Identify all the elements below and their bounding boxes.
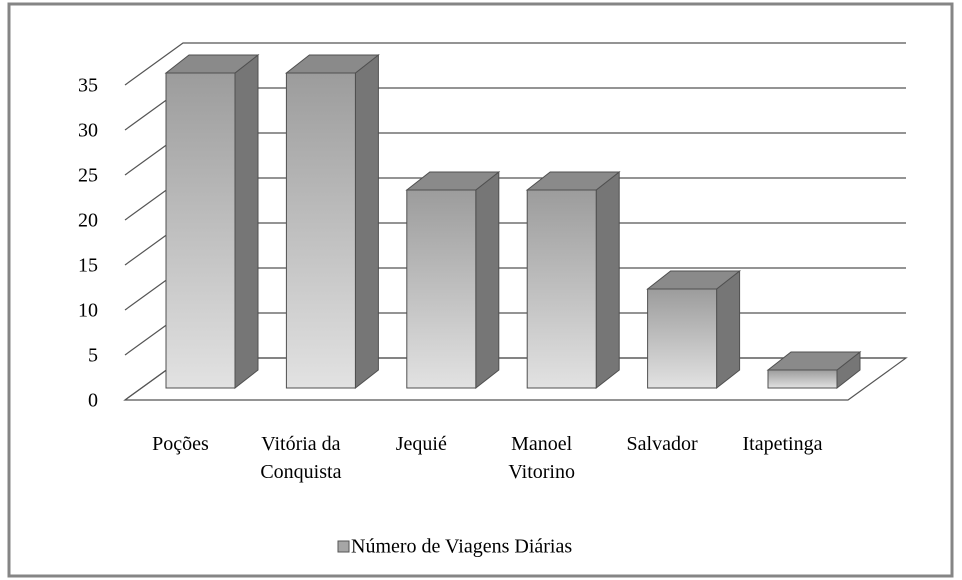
bar-side <box>354 53 379 390</box>
legend-label: Número de Viagens Diárias <box>351 536 572 558</box>
y-tick-label: 20 <box>78 210 98 232</box>
bar <box>526 189 597 389</box>
bar <box>647 288 718 389</box>
bar <box>767 369 838 389</box>
bar <box>285 72 356 389</box>
x-tick-label: Vitória da Conquista <box>260 433 342 483</box>
grid-line <box>124 42 906 86</box>
bar-side <box>716 269 741 390</box>
y-tick-label: 10 <box>78 300 98 322</box>
x-tick-label: Itapetinga <box>742 433 823 455</box>
x-tick-label: Salvador <box>626 433 698 455</box>
y-tick-label: 0 <box>88 390 98 412</box>
bar-side <box>234 53 259 390</box>
x-tick-label: Jequié <box>395 433 447 455</box>
bar <box>165 72 236 389</box>
y-tick-label: 25 <box>78 165 98 187</box>
y-tick-label: 5 <box>88 345 98 367</box>
bar-side <box>475 170 500 390</box>
bar <box>406 189 477 389</box>
y-tick-label: 35 <box>78 75 98 97</box>
bar-side <box>595 170 620 390</box>
y-tick-label: 15 <box>78 255 98 277</box>
x-tick-label: Manoel Vitorino <box>508 433 575 483</box>
legend-swatch <box>337 540 350 553</box>
x-tick-label: Poções <box>152 433 209 455</box>
y-tick-label: 30 <box>78 120 98 142</box>
